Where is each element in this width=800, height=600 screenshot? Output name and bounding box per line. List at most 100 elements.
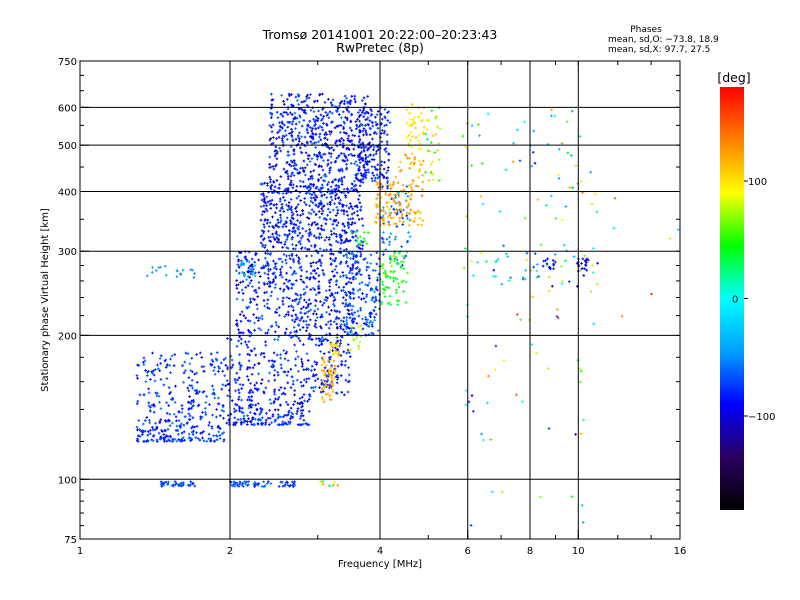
- data-point: [297, 107, 301, 111]
- data-point: [676, 228, 680, 231]
- data-point: [421, 174, 424, 177]
- data-point: [420, 223, 423, 227]
- data-point: [275, 233, 279, 237]
- data-point: [397, 285, 401, 289]
- data-point: [363, 239, 367, 243]
- data-point: [321, 128, 324, 132]
- data-point: [267, 229, 270, 233]
- data-point: [362, 133, 365, 137]
- data-point: [344, 359, 347, 363]
- data-point: [393, 257, 396, 261]
- data-point: [238, 271, 241, 275]
- data-point: [317, 337, 321, 340]
- data-point: [299, 311, 303, 314]
- data-point: [324, 337, 328, 341]
- data-point: [400, 168, 403, 172]
- data-point: [251, 390, 255, 394]
- data-point: [315, 363, 318, 366]
- data-point: [263, 484, 267, 487]
- data-point: [340, 137, 343, 140]
- data-point: [417, 116, 420, 119]
- data-point: [399, 266, 403, 269]
- data-point: [239, 281, 242, 284]
- data-point: [292, 174, 296, 177]
- data-point: [270, 290, 273, 294]
- data-point: [348, 126, 352, 130]
- data-point: [564, 259, 567, 262]
- data-point: [252, 483, 256, 486]
- data-point: [421, 219, 425, 222]
- data-point: [306, 163, 309, 167]
- data-point: [395, 258, 399, 262]
- data-point: [414, 184, 418, 188]
- data-point: [343, 99, 346, 103]
- data-point: [355, 123, 358, 127]
- stats-line-x: mean, sd,X: 97.7, 27.5: [608, 45, 710, 55]
- data-point: [173, 401, 177, 404]
- data-point: [563, 243, 566, 247]
- data-point: [307, 223, 310, 226]
- data-point: [190, 426, 193, 430]
- data-point: [267, 236, 271, 239]
- data-point: [147, 391, 151, 395]
- data-point: [262, 223, 266, 226]
- data-point: [321, 303, 324, 307]
- data-point: [477, 123, 480, 126]
- data-point: [512, 141, 515, 145]
- data-point: [286, 235, 289, 239]
- data-point: [262, 264, 265, 268]
- data-point: [320, 340, 323, 343]
- data-point: [188, 395, 191, 398]
- data-point: [247, 340, 251, 343]
- data-point: [291, 120, 295, 123]
- data-point: [537, 275, 541, 278]
- data-point: [182, 381, 185, 384]
- data-point: [502, 359, 506, 362]
- data-point: [329, 195, 333, 199]
- data-point: [323, 101, 327, 104]
- data-point: [247, 395, 251, 399]
- data-point: [322, 352, 326, 355]
- data-point: [358, 288, 362, 291]
- data-point: [368, 153, 372, 157]
- data-point: [406, 271, 409, 275]
- data-point: [334, 257, 338, 260]
- data-point: [361, 244, 364, 247]
- data-point: [364, 176, 368, 180]
- data-point: [273, 418, 277, 422]
- data-point: [380, 300, 384, 304]
- data-point: [348, 373, 351, 377]
- data-point: [165, 273, 168, 277]
- data-point: [339, 131, 342, 134]
- data-point: [309, 288, 312, 291]
- data-point: [384, 147, 388, 150]
- data-point: [273, 378, 277, 382]
- data-point: [247, 275, 250, 278]
- data-point: [342, 254, 345, 258]
- data-point: [341, 223, 345, 226]
- data-point: [289, 386, 293, 389]
- data-point: [238, 391, 241, 395]
- data-point: [168, 439, 171, 442]
- data-point: [362, 237, 366, 240]
- data-point: [288, 257, 292, 260]
- data-point: [328, 171, 331, 175]
- data-point: [395, 208, 398, 211]
- data-point: [256, 307, 259, 311]
- data-point: [359, 324, 363, 328]
- data-point: [292, 152, 296, 156]
- data-point: [275, 203, 278, 206]
- data-point: [386, 215, 390, 219]
- data-point: [201, 436, 204, 440]
- data-point: [321, 205, 325, 209]
- data-point: [273, 154, 277, 158]
- data-point: [343, 159, 347, 163]
- y-tick-label: 75: [64, 535, 77, 546]
- data-point: [393, 211, 397, 214]
- data-point: [305, 254, 308, 258]
- data-point: [393, 251, 396, 255]
- data-point: [413, 161, 416, 165]
- data-point: [257, 281, 261, 284]
- data-point: [332, 359, 335, 363]
- data-point: [335, 345, 339, 348]
